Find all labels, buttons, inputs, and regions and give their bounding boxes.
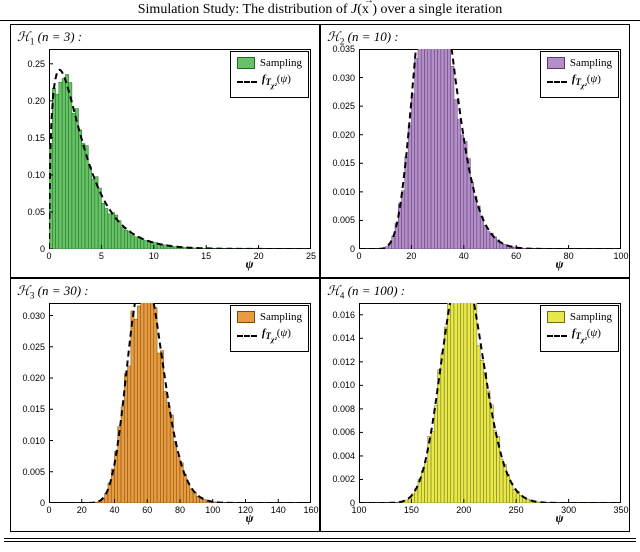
y-tick-label: 0.20 bbox=[13, 96, 45, 106]
bottom-rule bbox=[4, 538, 636, 542]
legend-dash-icon bbox=[237, 335, 257, 337]
y-tick-label: 0.010 bbox=[323, 187, 355, 197]
legend-label: fTχ²(ψ) bbox=[572, 326, 601, 347]
x-tick-label: 160 bbox=[303, 505, 318, 515]
y-tick-label: 0.15 bbox=[13, 133, 45, 143]
legend: Sampling fTχ²(ψ) bbox=[230, 305, 309, 352]
x-tick-label: 200 bbox=[456, 505, 471, 515]
y-tick-label: 0.006 bbox=[323, 427, 355, 437]
y-tick-label: 0 bbox=[323, 498, 355, 508]
x-axis-label: ψ bbox=[556, 511, 564, 526]
y-tick-label: 0.010 bbox=[323, 380, 355, 390]
y-tick-label: 0 bbox=[13, 498, 45, 508]
y-tick-label: 0 bbox=[13, 244, 45, 254]
legend-item-density: fTχ²(ψ) bbox=[237, 326, 302, 347]
x-tick-label: 25 bbox=[306, 251, 316, 261]
y-tick-label: 0.004 bbox=[323, 451, 355, 461]
legend-label: Sampling bbox=[260, 310, 302, 324]
legend-item-sampling: Sampling bbox=[547, 56, 612, 70]
y-tick-label: 0.002 bbox=[323, 474, 355, 484]
legend-swatch-icon bbox=[237, 57, 255, 69]
x-tick-label: 40 bbox=[109, 505, 119, 515]
x-axis-label: ψ bbox=[246, 511, 254, 526]
y-tick-label: 0.10 bbox=[13, 170, 45, 180]
y-tick-label: 0.016 bbox=[323, 310, 355, 320]
x-tick-label: 140 bbox=[271, 505, 286, 515]
legend-swatch-icon bbox=[547, 57, 565, 69]
legend-label: Sampling bbox=[570, 310, 612, 324]
figure-title: Simulation Study: The distribution of J(… bbox=[0, 2, 640, 21]
x-tick-label: 0 bbox=[46, 251, 51, 261]
y-tick-label: 0.030 bbox=[323, 73, 355, 83]
x-tick-label: 100 bbox=[613, 251, 628, 261]
x-tick-label: 20 bbox=[77, 505, 87, 515]
panel-3: ℋ3 (n = 30) :02040608010012014016000.005… bbox=[10, 278, 320, 532]
y-tick-label: 0.035 bbox=[323, 44, 355, 54]
y-tick-label: 0.015 bbox=[323, 158, 355, 168]
y-tick-label: 0.030 bbox=[13, 311, 45, 321]
x-tick-label: 40 bbox=[459, 251, 469, 261]
panel-2: ℋ2 (n = 10) :02040608010000.0050.0100.01… bbox=[320, 24, 630, 278]
legend-item-density: fTχ²(ψ) bbox=[547, 326, 612, 347]
y-tick-label: 0.015 bbox=[13, 404, 45, 414]
x-tick-label: 20 bbox=[254, 251, 264, 261]
panel-1: ℋ1 (n = 3) : 0 5 10 15 20 25 0 0.05 0.10 0.15 0.20 0… bbox=[10, 24, 320, 278]
legend-item-density: fTχ²(ψ) bbox=[547, 72, 612, 93]
panel-label: ℋ4 (n = 100) : bbox=[327, 283, 405, 301]
panel-label: ℋ3 (n = 30) : bbox=[17, 283, 89, 301]
legend-label: Sampling bbox=[260, 56, 302, 70]
legend-label: fTχ²(ψ) bbox=[262, 72, 291, 93]
y-tick-label: 0.020 bbox=[323, 130, 355, 140]
y-tick-label: 0.014 bbox=[323, 333, 355, 343]
y-tick-label: 0 bbox=[323, 244, 355, 254]
panel-label: ℋ1 (n = 3) : bbox=[17, 29, 82, 47]
y-tick-label: 0.25 bbox=[13, 59, 45, 69]
x-tick-label: 0 bbox=[46, 505, 51, 515]
x-axis-label: ψ bbox=[246, 257, 254, 272]
legend: Sampling fTχ²(ψ) bbox=[540, 305, 619, 352]
y-tick-label: 0.008 bbox=[323, 404, 355, 414]
x-tick-label: 250 bbox=[509, 505, 524, 515]
legend-label: fTχ²(ψ) bbox=[572, 72, 601, 93]
y-tick-label: 0.020 bbox=[13, 373, 45, 383]
legend-item-sampling: Sampling bbox=[547, 310, 612, 324]
legend-item-density: fTχ²(ψ) bbox=[237, 72, 302, 93]
panel-4: ℋ4 (n = 100) :10015020025030035000.0020.… bbox=[320, 278, 630, 532]
x-tick-label: 60 bbox=[142, 505, 152, 515]
x-tick-label: 100 bbox=[205, 505, 220, 515]
x-tick-label: 20 bbox=[406, 251, 416, 261]
y-tick-label: 0.025 bbox=[13, 342, 45, 352]
x-tick-label: 0 bbox=[356, 251, 361, 261]
x-tick-label: 80 bbox=[564, 251, 574, 261]
legend-dash-icon bbox=[237, 81, 257, 83]
y-tick-label: 0.012 bbox=[323, 357, 355, 367]
y-tick-label: 0.05 bbox=[13, 207, 45, 217]
legend-dash-icon bbox=[547, 335, 567, 337]
legend-swatch-icon bbox=[547, 311, 565, 323]
x-tick-label: 5 bbox=[99, 251, 104, 261]
x-tick-label: 10 bbox=[149, 251, 159, 261]
y-tick-label: 0.025 bbox=[323, 101, 355, 111]
y-tick-label: 0.005 bbox=[323, 215, 355, 225]
legend-swatch-icon bbox=[237, 311, 255, 323]
x-axis-label: ψ bbox=[556, 257, 564, 272]
legend-dash-icon bbox=[547, 81, 567, 83]
x-tick-label: 350 bbox=[613, 505, 628, 515]
legend-label: fTχ²(ψ) bbox=[262, 326, 291, 347]
legend: Sampling fTχ²(ψ) bbox=[540, 51, 619, 98]
legend: Sampling fTχ²(ψ) bbox=[230, 51, 309, 98]
legend-item-sampling: Sampling bbox=[237, 56, 302, 70]
x-tick-label: 80 bbox=[175, 505, 185, 515]
y-tick-label: 0.010 bbox=[13, 436, 45, 446]
legend-item-sampling: Sampling bbox=[237, 310, 302, 324]
x-tick-label: 60 bbox=[511, 251, 521, 261]
x-tick-label: 15 bbox=[201, 251, 211, 261]
figure: Simulation Study: The distribution of J(… bbox=[0, 0, 640, 552]
x-tick-label: 150 bbox=[404, 505, 419, 515]
legend-label: Sampling bbox=[570, 56, 612, 70]
y-tick-label: 0.005 bbox=[13, 467, 45, 477]
